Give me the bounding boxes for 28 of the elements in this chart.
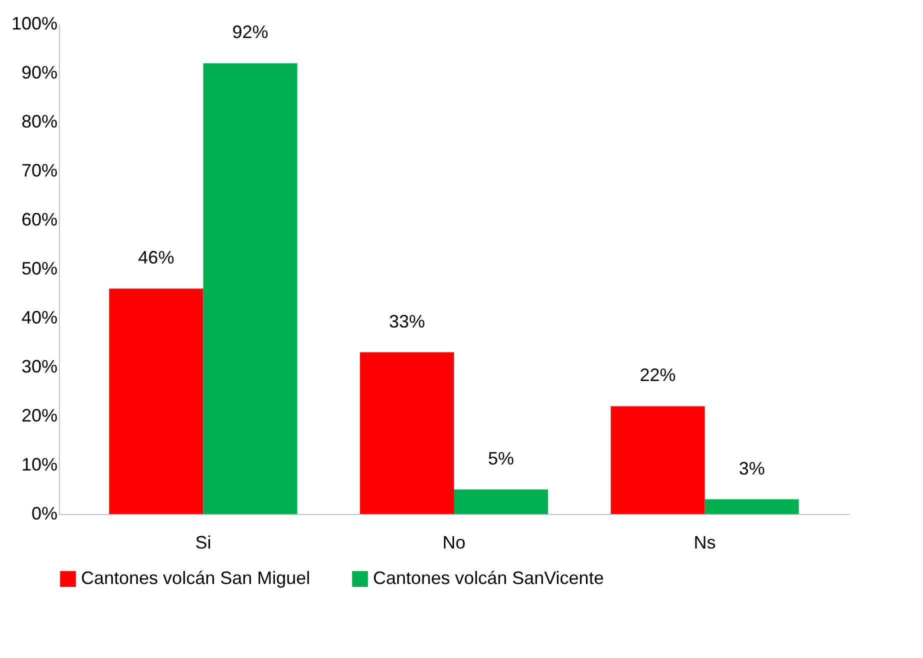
data-label: 46% bbox=[138, 248, 174, 268]
y-tick-label: 20% bbox=[21, 406, 58, 426]
y-tick-label: 80% bbox=[21, 112, 58, 132]
data-label: 92% bbox=[232, 22, 268, 42]
bar bbox=[454, 490, 548, 514]
y-tick-label: 100% bbox=[11, 14, 58, 34]
bar bbox=[610, 406, 705, 514]
y-tick-label: 60% bbox=[21, 210, 58, 230]
legend-label: Cantones volcán SanVicente bbox=[373, 568, 604, 588]
y-tick-label: 90% bbox=[21, 62, 58, 82]
data-label: 22% bbox=[640, 365, 676, 386]
bar bbox=[360, 352, 454, 514]
y-tick-label: 50% bbox=[21, 258, 58, 278]
y-tick-label: 70% bbox=[21, 160, 58, 180]
bar bbox=[109, 288, 204, 514]
bar bbox=[704, 499, 799, 514]
y-tick-label: 10% bbox=[21, 454, 58, 474]
y-tick-label: 0% bbox=[31, 504, 58, 524]
y-tick-label: 30% bbox=[21, 356, 58, 376]
data-label: 5% bbox=[488, 448, 514, 468]
legend-label: Cantones volcán San Miguel bbox=[81, 568, 310, 588]
x-tick-label: No bbox=[442, 532, 466, 552]
data-label: 33% bbox=[388, 311, 425, 332]
y-tick-label: 40% bbox=[21, 308, 58, 328]
x-tick-label: Si bbox=[195, 532, 212, 552]
x-tick-label: Ns bbox=[694, 532, 716, 552]
bar bbox=[203, 63, 298, 514]
data-label: 3% bbox=[738, 458, 765, 478]
